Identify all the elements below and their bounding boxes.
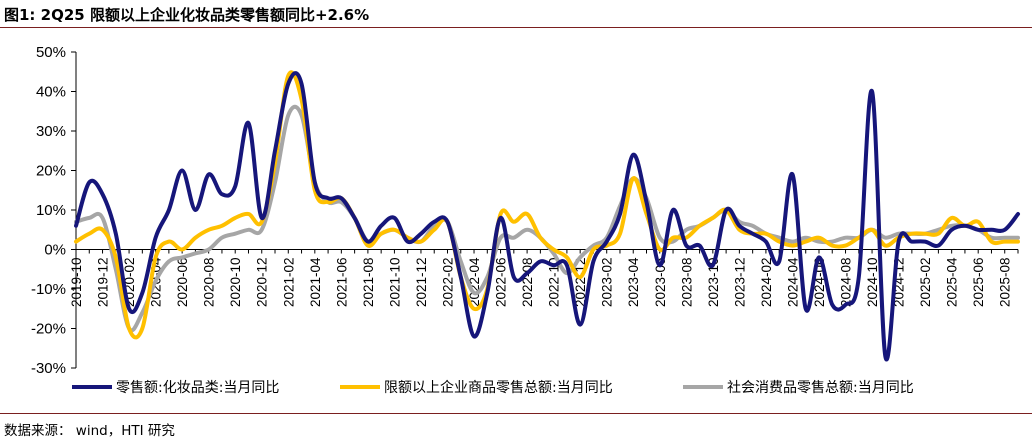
x-tick-label: 2024-10 xyxy=(865,258,880,308)
x-tick-label: 2020-08 xyxy=(202,258,217,308)
y-tick-label: 20% xyxy=(36,163,66,180)
x-tick-label: 2023-06 xyxy=(653,258,668,308)
source-divider xyxy=(0,413,1032,414)
x-tick-label: 2023-02 xyxy=(600,258,615,308)
x-tick-label: 2023-08 xyxy=(679,258,694,308)
x-tick-label: 2024-08 xyxy=(839,258,854,308)
x-tick-label: 2020-12 xyxy=(255,258,270,308)
y-tick-label: 50% xyxy=(36,44,66,61)
y-tick-label: 30% xyxy=(36,123,66,140)
line-chart: -30% -20% -10% 0% 10% 20% 30% 40% 50% 2019-10 201… xyxy=(31,44,1020,396)
x-tick-label: 2024-04 xyxy=(785,257,800,307)
title-divider xyxy=(0,27,1032,28)
y-tick-label: 40% xyxy=(36,84,66,101)
x-tick-label: 2023-04 xyxy=(626,257,641,307)
x-tick-label: 2019-12 xyxy=(96,258,111,308)
x-tick-label: 2025-08 xyxy=(998,258,1013,308)
x-tick-label: 2024-02 xyxy=(759,258,774,308)
y-tick-label: 10% xyxy=(36,202,66,219)
x-tick-label: 2021-06 xyxy=(334,258,349,308)
x-tick-label: 2022-06 xyxy=(494,257,509,307)
x-tick-label: 2020-06 xyxy=(175,258,190,308)
x-tick-label: 2021-02 xyxy=(281,258,296,308)
x-tick-label: 2021-04 xyxy=(308,257,323,307)
x-tick-label: 2023-10 xyxy=(706,258,721,308)
x-tick-label: 2021-10 xyxy=(387,258,402,308)
y-tick-label: -30% xyxy=(31,360,66,377)
x-tick-label: 2021-12 xyxy=(414,258,429,308)
y-tick-label: -20% xyxy=(31,321,66,338)
legend-label: 限额以上企业商品零售总额:当月同比 xyxy=(384,379,613,396)
legend-label: 社会消费品零售总额:当月同比 xyxy=(727,380,914,396)
y-tick-label: -10% xyxy=(31,281,66,298)
y-tick-label: 0% xyxy=(44,242,66,259)
x-tick-label: 2022-02 xyxy=(440,258,455,308)
x-tick-label: 2022-10 xyxy=(547,258,562,308)
page-title: 图1: 2Q25 限额以上企业化妆品类零售额同比+2.6% xyxy=(4,6,370,24)
x-axis: 2019-10 2019-12 2020-02 2020-04 2020-06 2020-… xyxy=(69,249,1019,308)
x-tick-label: 2021-08 xyxy=(361,258,376,308)
legend: 零售额:化妆品类:当月同比 限额以上企业商品零售总额:当月同比 社会消费品零售总额:… xyxy=(72,379,914,396)
x-tick-label: 2020-10 xyxy=(228,258,243,308)
legend-label: 零售额:化妆品类:当月同比 xyxy=(116,380,279,396)
y-axis: -30% -20% -10% 0% 10% 20% 30% 40% 50% xyxy=(31,44,77,377)
series-line-cosmetics-retail xyxy=(74,71,1020,362)
x-tick-label: 2025-06 xyxy=(971,258,986,308)
data-source-note: 数据来源： wind，HTI 研究 xyxy=(4,423,175,439)
x-tick-label: 2019-10 xyxy=(69,258,84,308)
x-tick-label: 2025-02 xyxy=(918,258,933,308)
x-tick-label: 2023-12 xyxy=(732,258,747,308)
series-layer xyxy=(74,70,1020,362)
series-line-above-scale-retail xyxy=(74,70,1020,340)
x-tick-label: 2025-04 xyxy=(945,257,960,307)
